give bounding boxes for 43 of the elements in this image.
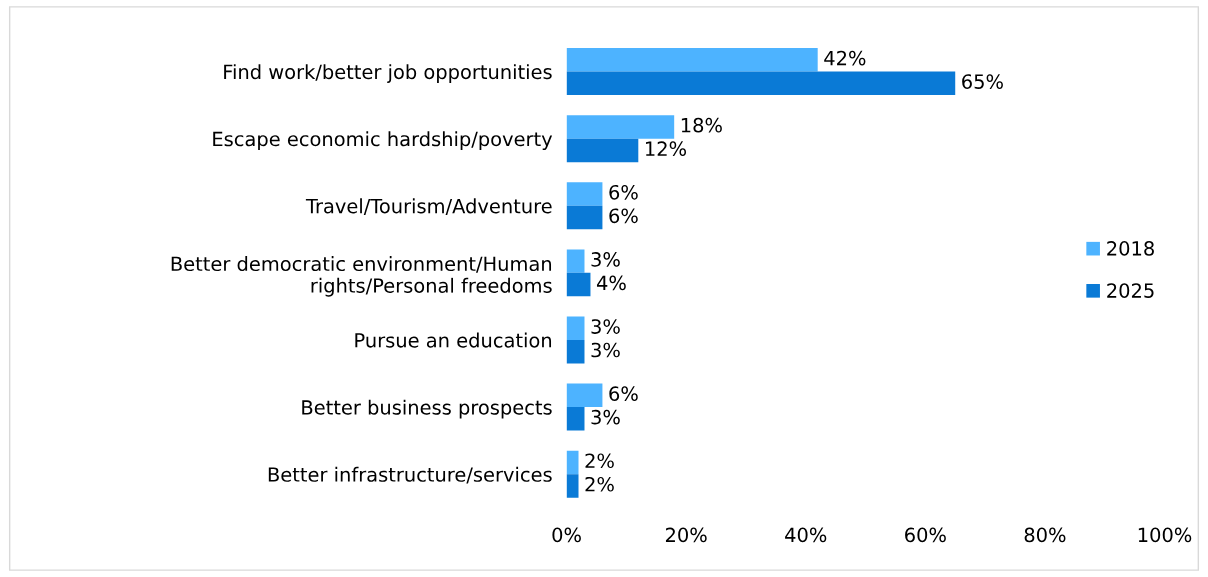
bar (566, 383, 603, 408)
bar (566, 205, 603, 230)
legend-label: 2025 (1107, 283, 1154, 298)
bar (566, 71, 956, 96)
y-tick-label: Find work/better job opportunities (224, 64, 552, 83)
x-tick-label: 100% (1138, 527, 1192, 543)
data-label: 65% (962, 74, 1003, 89)
data-label: 18% (681, 117, 722, 133)
bar (566, 450, 579, 475)
bar (566, 138, 639, 163)
bar (566, 115, 675, 139)
data-label: 6% (609, 184, 638, 200)
x-tick-label: 60% (905, 527, 946, 543)
data-label: 12% (646, 141, 687, 157)
bar (566, 272, 591, 297)
x-tick-label: 20% (665, 527, 707, 543)
data-label: 6% (609, 386, 638, 401)
data-label: 4% (596, 275, 626, 291)
x-tick-label: 80% (1024, 527, 1066, 543)
bar (566, 339, 585, 364)
data-label: 3% (591, 252, 620, 267)
data-label: 42% (824, 50, 866, 66)
y-tick-label: Better business prospects (302, 399, 552, 419)
y-tick-label: Better democratic environment/Human rights/Personal freedoms (171, 256, 552, 297)
data-label: 3% (591, 319, 620, 334)
data-label: 3% (591, 342, 620, 358)
y-tick-label: Pursue an education (355, 332, 552, 348)
bar (566, 407, 585, 431)
y-tick-label: Better infrastructure/services (268, 466, 552, 484)
y-tick-label: Escape economic hardship/poverty (213, 131, 553, 151)
bar (566, 249, 585, 273)
data-label: 6% (609, 208, 638, 224)
data-label: 2% (585, 453, 614, 469)
bar (566, 182, 603, 206)
y-tick-label: Travel/Tourism/Adventure (305, 198, 552, 215)
x-tick-label: 40% (785, 527, 827, 543)
data-label: 2% (585, 476, 614, 492)
bar (566, 316, 585, 340)
bar (566, 48, 818, 72)
x-tick-label: 0% (552, 527, 581, 543)
bar (566, 474, 579, 498)
legend-label: 2018 (1107, 241, 1154, 256)
data-label: 3% (591, 409, 620, 425)
